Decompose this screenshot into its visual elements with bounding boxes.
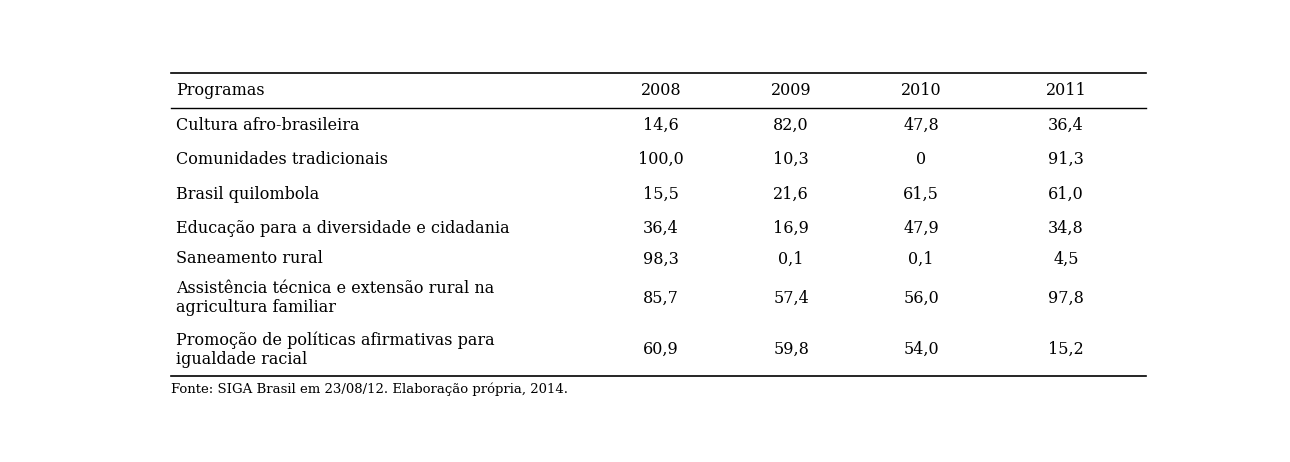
Text: 2010: 2010 xyxy=(900,82,942,99)
Text: Comunidades tradicionais: Comunidades tradicionais xyxy=(177,151,388,168)
Text: 36,4: 36,4 xyxy=(644,220,679,237)
Text: 82,0: 82,0 xyxy=(773,116,809,134)
Text: 21,6: 21,6 xyxy=(773,186,809,203)
Text: 47,9: 47,9 xyxy=(903,220,939,237)
Text: 15,2: 15,2 xyxy=(1049,341,1084,358)
Text: 61,0: 61,0 xyxy=(1049,186,1084,203)
Text: 56,0: 56,0 xyxy=(903,289,939,306)
Text: Brasil quilombola: Brasil quilombola xyxy=(177,186,320,203)
Text: Cultura afro-brasileira: Cultura afro-brasileira xyxy=(177,116,360,134)
Text: 34,8: 34,8 xyxy=(1049,220,1084,237)
Text: 85,7: 85,7 xyxy=(644,289,679,306)
Text: 14,6: 14,6 xyxy=(644,116,679,134)
Text: 0,1: 0,1 xyxy=(778,250,804,267)
Text: Programas: Programas xyxy=(177,82,264,99)
Text: Promoção de políticas afirmativas para
igualdade racial: Promoção de políticas afirmativas para i… xyxy=(177,331,495,368)
Text: 16,9: 16,9 xyxy=(773,220,809,237)
Text: 2009: 2009 xyxy=(771,82,811,99)
Text: 61,5: 61,5 xyxy=(903,186,939,203)
Text: 0,1: 0,1 xyxy=(908,250,934,267)
Text: 91,3: 91,3 xyxy=(1047,151,1084,168)
Text: 57,4: 57,4 xyxy=(773,289,809,306)
Text: Educação para a diversidade e cidadania: Educação para a diversidade e cidadania xyxy=(177,220,510,237)
Text: 59,8: 59,8 xyxy=(773,341,809,358)
Text: 60,9: 60,9 xyxy=(644,341,679,358)
Text: 15,5: 15,5 xyxy=(644,186,679,203)
Text: 0: 0 xyxy=(916,151,926,168)
Text: 2008: 2008 xyxy=(641,82,681,99)
Text: Fonte: SIGA Brasil em 23/08/12. Elaboração própria, 2014.: Fonte: SIGA Brasil em 23/08/12. Elaboraç… xyxy=(172,383,569,396)
Text: 4,5: 4,5 xyxy=(1053,250,1078,267)
Text: Assistência técnica e extensão rural na
agricultura familiar: Assistência técnica e extensão rural na … xyxy=(177,280,494,316)
Text: 2011: 2011 xyxy=(1046,82,1086,99)
Text: 10,3: 10,3 xyxy=(773,151,809,168)
Text: 47,8: 47,8 xyxy=(903,116,939,134)
Text: 100,0: 100,0 xyxy=(639,151,684,168)
Text: Saneamento rural: Saneamento rural xyxy=(177,250,322,267)
Text: 97,8: 97,8 xyxy=(1047,289,1084,306)
Text: 36,4: 36,4 xyxy=(1049,116,1084,134)
Text: 54,0: 54,0 xyxy=(903,341,939,358)
Text: 98,3: 98,3 xyxy=(644,250,679,267)
